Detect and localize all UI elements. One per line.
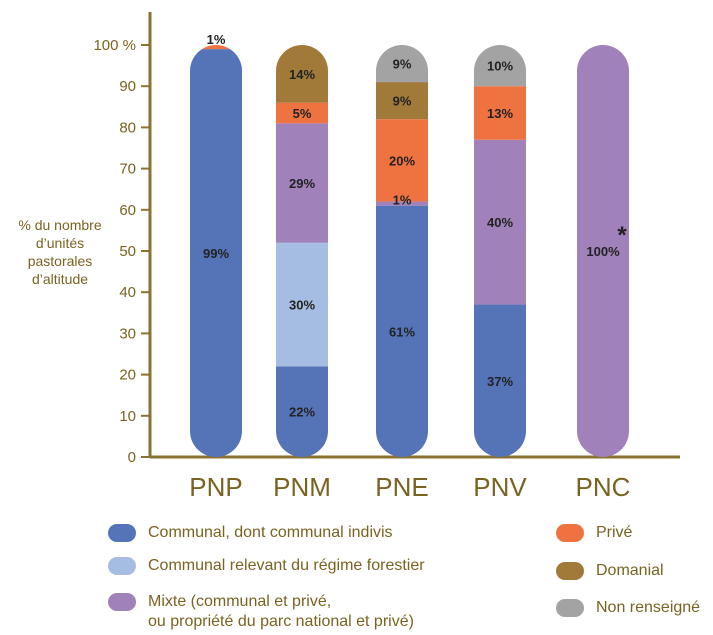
legend-item-domanial: Domanial — [556, 561, 664, 581]
bar-pnm — [276, 45, 328, 457]
data-label: 10% — [487, 59, 513, 74]
bar-segment — [276, 102, 328, 124]
y-tick-label: 20 — [119, 367, 136, 384]
y-tick-label: 50 — [119, 243, 136, 260]
bar-segment — [376, 205, 428, 457]
bar-segment — [276, 123, 328, 243]
y-tick-label: 100 % — [93, 37, 136, 54]
legend-item-communal: Communal, dont communal indivis — [108, 523, 393, 543]
y-axis-title-line: % du nombre — [18, 217, 102, 233]
data-label: 61% — [389, 324, 415, 339]
legend-item-mixte: Mixte (communal et privé, ou propriété d… — [108, 592, 414, 632]
data-label: 99% — [203, 246, 229, 261]
y-axis-title-line: d’unités — [35, 235, 85, 251]
bar-segment — [276, 366, 328, 457]
legend-swatch — [556, 562, 584, 580]
y-tick-label: 80 — [119, 119, 136, 136]
bar-segment — [190, 49, 242, 457]
axis: 0 10 20 30 40 50 60 70 80 90 100 % — [93, 12, 680, 466]
data-label: 22% — [289, 405, 315, 420]
data-label: 20% — [389, 153, 415, 168]
legend-swatch — [556, 524, 584, 542]
y-tick-label: 60 — [119, 202, 136, 219]
y-tick-label: 70 — [119, 161, 136, 178]
category-label: PNE — [375, 472, 428, 500]
bar-segment — [190, 45, 242, 50]
bar-segment — [276, 242, 328, 367]
data-label: 9% — [393, 57, 412, 72]
legend-swatch — [556, 599, 584, 617]
legend-swatch — [108, 524, 136, 542]
category-labels: PNP PNM PNE PNV PNC — [189, 472, 630, 500]
legend-label: Communal, dont communal indivis — [148, 524, 393, 541]
data-label: 5% — [293, 106, 312, 121]
bars — [190, 45, 629, 457]
data-label: 29% — [289, 176, 315, 191]
y-axis-title-line: pastorales — [27, 253, 93, 269]
bar-segment — [276, 45, 328, 103]
bar-segment — [376, 201, 428, 206]
y-tick-label: 90 — [119, 78, 136, 95]
y-tick-label: 10 — [119, 408, 136, 425]
legend-label: Privé — [596, 524, 633, 541]
y-tick-label: 0 — [128, 449, 136, 466]
legend-label: Domanial — [596, 562, 664, 579]
bar-pnp — [190, 45, 242, 457]
stacked-bar-chart: 0 10 20 30 40 50 60 70 80 90 100 % 99% 1% 22% 30% 29% 5… — [93, 12, 680, 500]
bar-segment — [474, 139, 526, 305]
legend-label: Non renseigné — [596, 599, 701, 616]
bar-segment — [376, 82, 428, 120]
data-label: 100% — [586, 244, 620, 259]
legend-item-communal-forestier: Communal relevant du régime forestier — [108, 556, 425, 576]
annotation-asterisk: * — [617, 222, 627, 249]
legend-label: Mixte (communal et privé, ou propriété d… — [148, 593, 414, 630]
bar-segment — [376, 119, 428, 202]
bar-pnc — [577, 45, 629, 457]
bar-segment — [577, 45, 629, 457]
legend-item-non-renseigne: Non renseigné — [556, 598, 700, 618]
category-label: PNP — [189, 472, 242, 500]
y-tick-label: 30 — [119, 325, 136, 342]
legend-swatch — [108, 557, 136, 575]
bar-segment — [474, 45, 526, 87]
legend-label: Communal relevant du régime forestier — [148, 557, 425, 574]
data-label: 13% — [487, 106, 513, 121]
data-label: 9% — [393, 94, 412, 109]
data-label: 1% — [207, 32, 226, 47]
bar-pnv — [474, 45, 526, 457]
data-label: 30% — [289, 298, 315, 313]
category-label: PNC — [576, 472, 631, 500]
bar-pne — [376, 45, 428, 457]
legend-swatch — [108, 593, 136, 611]
data-label: 1% — [393, 193, 412, 208]
y-tick-label: 40 — [119, 284, 136, 301]
data-label: 37% — [487, 374, 513, 389]
data-label: 14% — [289, 67, 315, 82]
bar-segment — [474, 86, 526, 140]
legend-item-prive: Privé — [556, 523, 632, 543]
data-label: 40% — [487, 215, 513, 230]
bar-segment — [474, 304, 526, 457]
y-axis-title-line: d’altitude — [31, 271, 89, 287]
y-axis-title: % du nombre d’unités pastorales d’altitu… — [8, 216, 112, 288]
data-labels: 99% 1% 22% 30% 29% 5% 14% 61% 1% 20% 9% 9% 37% 40% 13%… — [203, 32, 627, 420]
category-label: PNM — [273, 472, 331, 500]
category-label: PNV — [473, 472, 527, 500]
